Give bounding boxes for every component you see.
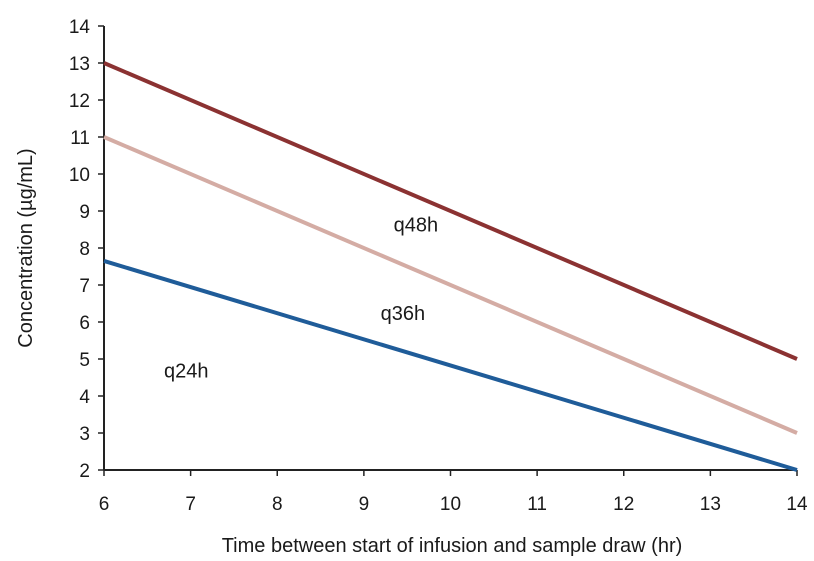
chart-series-lines [103, 61, 798, 472]
y-tick-label: 11 [70, 128, 90, 149]
x-tick-label: 6 [99, 494, 110, 515]
y-tick-label: 6 [79, 313, 90, 334]
y-tick-label: 5 [79, 350, 90, 371]
chart-axes [103, 26, 797, 471]
x-tick-label: 11 [527, 494, 547, 515]
x-tick-label: 7 [185, 494, 196, 515]
x-axis-title: Time between start of infusion and sampl… [222, 535, 683, 557]
y-tick-label: 2 [79, 461, 90, 482]
series-line-q36h [103, 135, 798, 435]
chart-ticks: 2 3 4 5 6 7 8 9 10 11 12 13 14 6 7 8 9 10 11 12 13 14 [69, 17, 808, 515]
y-tick-label: 10 [69, 165, 90, 186]
series-line-q24h [103, 259, 798, 472]
x-tick-label: 8 [272, 494, 283, 515]
y-tick-label: 9 [79, 202, 90, 223]
y-tick-label: 13 [69, 54, 90, 75]
x-tick-label: 9 [359, 494, 370, 515]
series-label-q36h: q36h [381, 303, 426, 325]
chart-series-labels: q48h q36h q24h [164, 214, 438, 382]
y-tick-label: 3 [79, 424, 90, 445]
y-tick-label: 14 [69, 17, 91, 38]
x-tick-label: 10 [440, 494, 461, 515]
series-line-q48h [103, 61, 798, 361]
x-tick-label: 12 [613, 494, 634, 515]
y-tick-label: 4 [79, 387, 90, 408]
y-tick-label: 12 [69, 91, 90, 112]
y-tick-label: 8 [79, 239, 90, 260]
x-tick-label: 14 [786, 494, 808, 515]
y-tick-label: 7 [79, 276, 90, 297]
series-label-q24h: q24h [164, 361, 209, 383]
x-tick-label: 13 [700, 494, 721, 515]
y-axis-title: Concentration (µg/mL) [15, 148, 37, 347]
series-label-q48h: q48h [394, 214, 439, 236]
